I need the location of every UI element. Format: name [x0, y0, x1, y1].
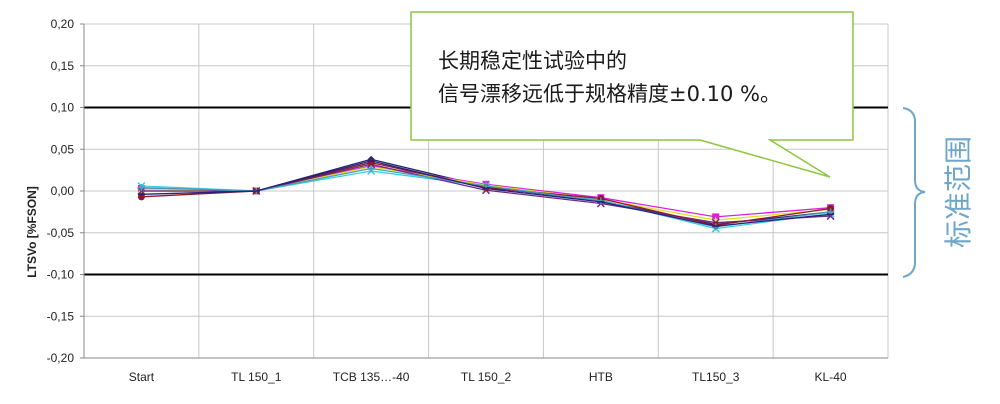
y-tick-label: 0,05	[51, 142, 75, 156]
series-line	[141, 163, 831, 224]
y-tick-labels: 0,20 0,15 0,10 0,05 0,00 -0,05 -0,10 -0,15 -0,20	[47, 17, 75, 365]
series-line	[141, 166, 831, 221]
data-point	[367, 164, 375, 172]
x-tick-label: TL 150_2	[461, 370, 512, 384]
x-tick-labels: Start TL 150_1 TCB 135…-40 TL 150_2 HTB TL150…	[129, 370, 847, 384]
y-tick-label: 0,10	[51, 101, 75, 115]
brace-shape	[902, 107, 926, 278]
series-7	[137, 164, 835, 231]
brace: 标准范围	[902, 107, 975, 278]
callout: 长期稳定性试验中的 信号漂移远低于规格精度±0.10 %。	[410, 11, 854, 178]
x-tick-label: HTB	[589, 370, 613, 384]
y-tick-label: -0,15	[47, 309, 75, 323]
callout-box	[410, 11, 854, 178]
series-line	[141, 170, 831, 230]
y-tick-label: -0,20	[47, 351, 75, 365]
x-tick-label: KL-40	[815, 370, 847, 384]
data-point	[712, 223, 720, 231]
data-point	[137, 193, 145, 201]
x-tick-label: TL150_3	[692, 370, 740, 384]
callout-line-2: 信号漂移远低于规格精度±0.10 %。	[438, 82, 781, 106]
x-tick-label: TCB 135…-40	[333, 370, 410, 384]
series	[137, 155, 835, 233]
y-tick-label: -0,05	[47, 226, 75, 240]
series-3	[137, 163, 835, 224]
series-line	[141, 167, 831, 228]
x-tick-label: Start	[129, 370, 155, 384]
callout-line-1: 长期稳定性试验中的	[438, 49, 627, 73]
series-8	[137, 160, 835, 227]
y-tick-label: 0,15	[51, 59, 75, 73]
axes	[80, 23, 888, 359]
brace-label: 标准范围	[942, 136, 975, 248]
y-tick-label: 0,20	[51, 17, 75, 31]
y-tick-label: 0,00	[51, 184, 75, 198]
data-point	[137, 184, 145, 192]
y-tick-label: -0,10	[47, 268, 75, 282]
y-axis-label: LTSVo [%FSON]	[25, 186, 39, 278]
x-tick-label: TL 150_1	[231, 370, 282, 384]
